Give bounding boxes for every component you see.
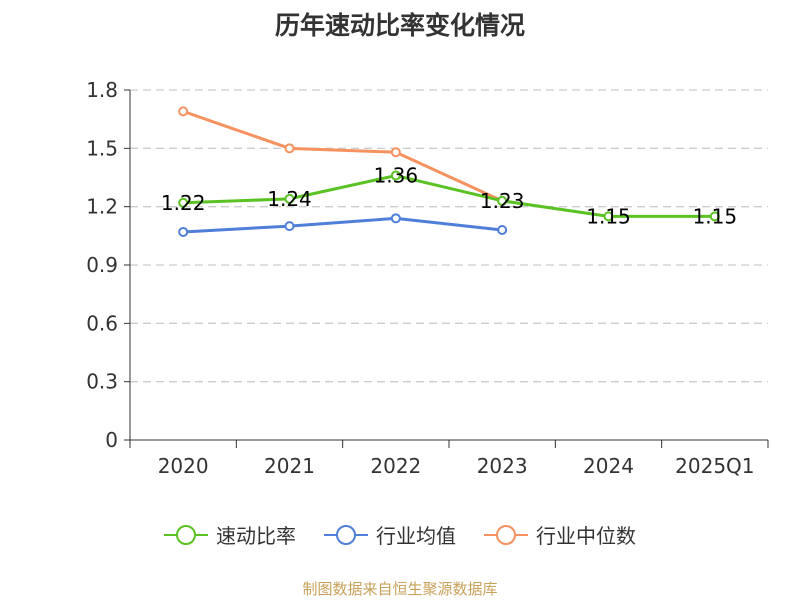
series-point-0 (178, 197, 189, 208)
y-tick-label: 0.9 (86, 253, 118, 277)
legend-marker-circle (336, 524, 356, 545)
series-point-2 (284, 143, 295, 154)
series-point-2 (178, 106, 189, 117)
data-label: 1.24 (267, 187, 312, 211)
legend-label: 速动比率 (216, 524, 296, 548)
y-tick-label: 0 (105, 428, 118, 452)
x-tick-label: 2024 (583, 454, 634, 478)
series-line-2 (182, 109, 503, 203)
legend-marker-circle (176, 524, 196, 545)
data-labels: 1.22 1.24 1.36 1.23 1.15 1.15 (161, 164, 737, 229)
legend: 速动比率 行业均值 行业中位数 (0, 520, 800, 549)
chart-title: 历年速动比率变化情况 (274, 11, 525, 40)
legend-marker-icon (324, 524, 368, 545)
y-tick-label: 0.3 (86, 370, 118, 394)
y-tick-label: 0.6 (86, 311, 118, 335)
series-point-0 (603, 211, 614, 222)
legend-item[interactable]: 速动比率 (164, 520, 296, 549)
data-label: 1.23 (480, 189, 525, 213)
y-tick-label: 1.8 (86, 78, 118, 102)
series-point-1 (178, 226, 189, 237)
series-point-1 (390, 213, 401, 224)
x-tick-label: 2021 (264, 454, 315, 478)
series-point-0 (390, 170, 401, 181)
y-tick-label: 1.5 (86, 136, 118, 160)
series-point-0 (284, 193, 295, 204)
legend-marker-circle (496, 524, 516, 545)
series-point-2 (390, 147, 401, 158)
legend-label: 行业中位数 (536, 524, 636, 548)
x-tick-label: 2025Q1 (675, 454, 754, 478)
legend-label: 行业均值 (376, 524, 456, 548)
series-point-1 (284, 221, 295, 232)
data-label: 1.15 (693, 204, 738, 228)
series-line-0 (183, 174, 715, 218)
data-label: 1.22 (161, 191, 206, 215)
legend-marker-icon (164, 524, 208, 545)
x-tick-label: 2023 (477, 454, 528, 478)
x-tick-label: 2020 (158, 454, 209, 478)
legend-item[interactable]: 行业均值 (324, 520, 456, 549)
series-line-1 (183, 216, 503, 234)
y-tick-label: 1.2 (86, 195, 118, 219)
legend-item[interactable]: 行业中位数 (484, 520, 636, 549)
grid-lines (130, 89, 768, 383)
series-point-0 (497, 195, 508, 206)
data-label: 1.36 (374, 164, 419, 188)
source-footer: 制图数据来自恒生聚源数据库 (302, 580, 498, 598)
series-point-0 (709, 211, 720, 222)
x-tick-label: 2022 (370, 454, 421, 478)
legend-marker-icon (484, 524, 528, 545)
axes: 0 0.3 0.6 0.9 1.2 1.5 1.8 2020 2021 2022 2023 2024 2… (86, 78, 769, 478)
series-point-1 (497, 225, 508, 235)
data-label: 1.15 (586, 204, 631, 228)
series-lines (178, 106, 720, 237)
